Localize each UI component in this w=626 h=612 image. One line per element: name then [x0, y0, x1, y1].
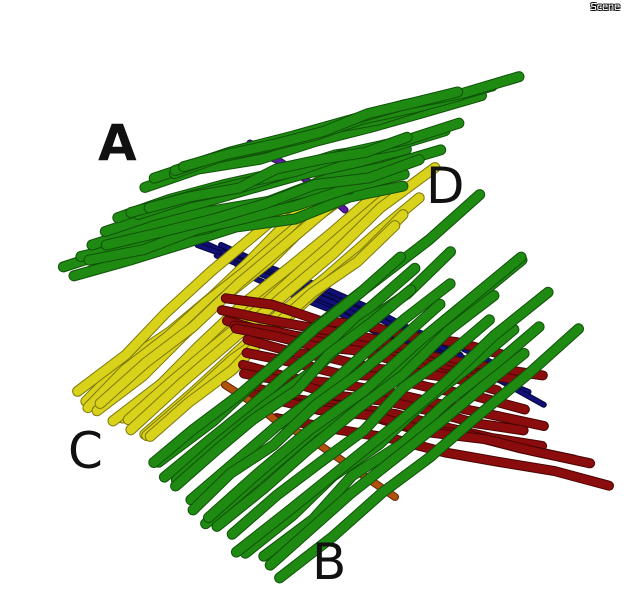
green-bundle-bd-fiber [149, 252, 405, 467]
yellow-bundle-c-fiber [123, 190, 393, 425]
green-bundle-a-fiber [101, 155, 424, 250]
green-bundle-a [57, 71, 525, 282]
bundle-label-c: C [68, 422, 103, 480]
green-bundle-a-fiber [179, 87, 463, 172]
green-bundle-bd-fiber [259, 322, 544, 561]
yellow-bundle-c-fiber [83, 197, 331, 413]
green-bundle-bd-fiber [275, 324, 583, 583]
green-bundle-bd-fiber [227, 315, 494, 539]
green-bundle-bd [148, 189, 584, 584]
bundle-label-a: A [98, 114, 137, 172]
green-bundle-bd-fiber [188, 299, 445, 515]
green-bundle-bd-fiber [212, 291, 499, 531]
green-bundle-bd-fiber [204, 252, 526, 523]
green-bundle-bd-fiber [186, 279, 455, 505]
yellow-bundle-c-fiber [126, 163, 440, 435]
bundle-label-d: D [426, 157, 465, 215]
scene-label: Scene [590, 2, 621, 13]
green-bundle-bd-fiber [231, 287, 553, 557]
bundle-label-b: B [312, 533, 347, 591]
green-bundle-bd-fiber [171, 285, 416, 491]
green-bundle-a-fiber [144, 132, 412, 213]
green-bundle-bd-fiber [265, 349, 529, 570]
green-bundle-bd-fiber [159, 263, 420, 482]
green-bundle-a-fiber [84, 169, 409, 265]
green-bundle-a-fiber [69, 181, 408, 281]
